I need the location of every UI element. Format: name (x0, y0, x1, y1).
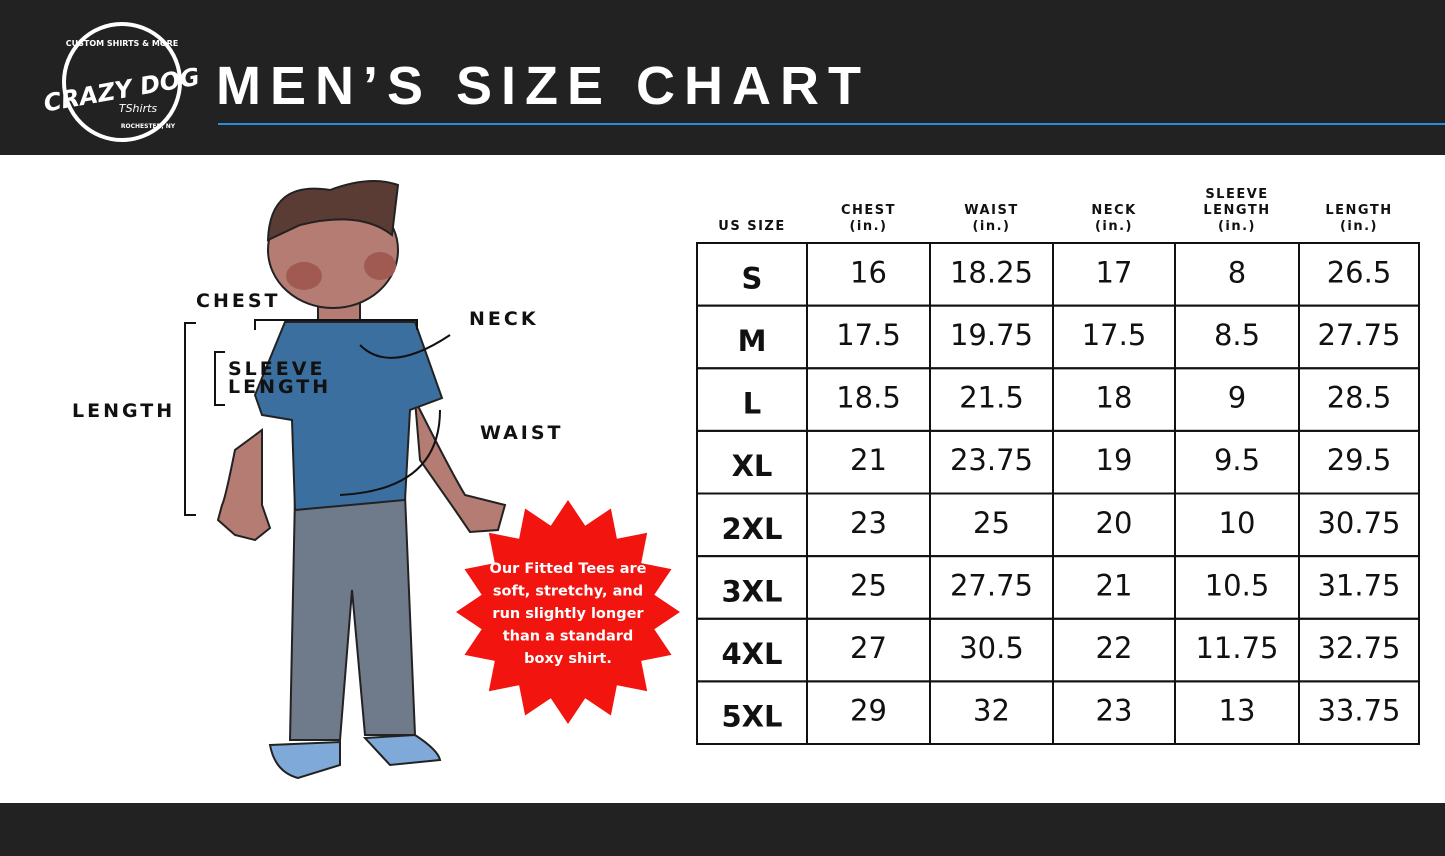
size-label: 4XL (721, 637, 782, 671)
measurement: 9.5 (1214, 443, 1260, 477)
measure-lines (184, 319, 451, 516)
measurement: 27.75 (950, 568, 1033, 602)
badge-line: boxy shirt. (524, 651, 612, 667)
measurement: 31.75 (1317, 568, 1400, 602)
measurement: 9 (1228, 381, 1246, 415)
chest-bracket (254, 319, 418, 330)
measurement: 17.5 (836, 318, 901, 352)
pants (288, 494, 417, 741)
measurement: 10 (1219, 506, 1256, 540)
waist-label: WAIST (480, 422, 564, 444)
measurement: 19 (1096, 443, 1133, 477)
measurement: 18.25 (950, 255, 1033, 289)
waist-arrow (339, 409, 441, 496)
measurement: 32 (973, 694, 1010, 728)
measurement: 25 (850, 568, 887, 602)
logo-sub: TShirts (119, 102, 158, 115)
measurement: 32.75 (1317, 631, 1400, 665)
page-title: MEN’S SIZE CHART (216, 56, 870, 116)
measurement: 18 (1096, 381, 1133, 415)
badge-line: Our Fitted Tees are (490, 561, 647, 577)
badge-line: than a standard (503, 629, 634, 645)
measurement: 17 (1096, 255, 1133, 289)
badge-line: soft, stretchy, and (493, 584, 643, 600)
logo-ring (62, 22, 182, 142)
size-label: M (738, 324, 767, 358)
measurement: 8 (1228, 255, 1246, 289)
size-table: US SIZECHEST(in.)WAIST(in.)NECK(in.)SLEE… (696, 187, 1420, 745)
shoe (268, 740, 341, 780)
neck-arrow (359, 334, 451, 359)
column-header: WAIST (964, 203, 1018, 218)
hair (266, 180, 400, 242)
size-label: 2XL (721, 512, 782, 546)
badge-text: Our Fitted Tees are soft, stretchy, and ru… (490, 561, 647, 667)
table-cell (1298, 680, 1420, 745)
measurement: 27 (850, 631, 887, 665)
measurement: 29.5 (1327, 443, 1392, 477)
cheek (286, 262, 322, 290)
sleeve-label: SLEEVE (228, 358, 325, 380)
measurement: 23 (1096, 694, 1133, 728)
measurement: 23 (850, 506, 887, 540)
logo-top: CUSTOM SHIRTS & MORE (66, 39, 179, 48)
column-header: LENGTH (1203, 203, 1270, 218)
chest-label: CHEST (196, 290, 280, 312)
sleeve-bracket (214, 351, 225, 406)
measurement: 19.75 (950, 318, 1033, 352)
measurement: 16 (850, 255, 887, 289)
left-arm (216, 428, 272, 542)
column-header: US SIZE (718, 219, 785, 234)
length-bracket (184, 322, 196, 516)
right-arm (414, 399, 507, 534)
column-header: LENGTH (1325, 203, 1392, 218)
column-header: CHEST (841, 203, 896, 218)
column-unit: (in.) (972, 219, 1010, 234)
measurement: 27.75 (1317, 318, 1400, 352)
measurement: 22 (1096, 631, 1133, 665)
measurement: 25 (973, 506, 1010, 540)
measurement: 17.5 (1082, 318, 1147, 352)
column-unit: (in.) (1095, 219, 1133, 234)
measurement: 21 (1096, 568, 1133, 602)
measurement: 11.75 (1195, 631, 1278, 665)
character (216, 180, 507, 780)
sleeve-label: LENGTH (228, 376, 331, 398)
badge-line: run slightly longer (492, 606, 644, 622)
footer-band (0, 803, 1445, 856)
measurement: 28.5 (1327, 381, 1392, 415)
shoe (362, 733, 442, 767)
measurement: 30.75 (1317, 506, 1400, 540)
measurement: 10.5 (1205, 568, 1270, 602)
logo-bottom: ROCHESTER, NY (121, 123, 176, 130)
measurement: 21 (850, 443, 887, 477)
measurement: 21.5 (959, 381, 1024, 415)
measurement: 29 (850, 694, 887, 728)
column-unit: (in.) (1340, 219, 1378, 234)
size-label: XL (732, 449, 773, 483)
size-label: 5XL (721, 700, 782, 734)
size-label: 3XL (721, 574, 782, 608)
measurement: 26.5 (1327, 255, 1392, 289)
column-header: SLEEVE (1205, 187, 1268, 202)
badge (456, 500, 680, 724)
length-label: LENGTH (72, 400, 175, 422)
measurement: 30.5 (959, 631, 1024, 665)
measurement: 23.75 (950, 443, 1033, 477)
measurement: 33.75 (1317, 694, 1400, 728)
measurement: 18.5 (836, 381, 901, 415)
neck-label: NECK (469, 308, 539, 330)
shirt (253, 321, 444, 512)
size-label: L (743, 387, 761, 421)
measurement: 20 (1096, 506, 1133, 540)
column-unit: (in.) (849, 219, 887, 234)
header-band (0, 0, 1445, 155)
measurement: 13 (1219, 694, 1256, 728)
measurement: 8.5 (1214, 318, 1260, 352)
column-header: NECK (1091, 203, 1136, 218)
size-label: S (742, 261, 763, 295)
cheek (364, 252, 396, 280)
column-unit: (in.) (1218, 219, 1256, 234)
